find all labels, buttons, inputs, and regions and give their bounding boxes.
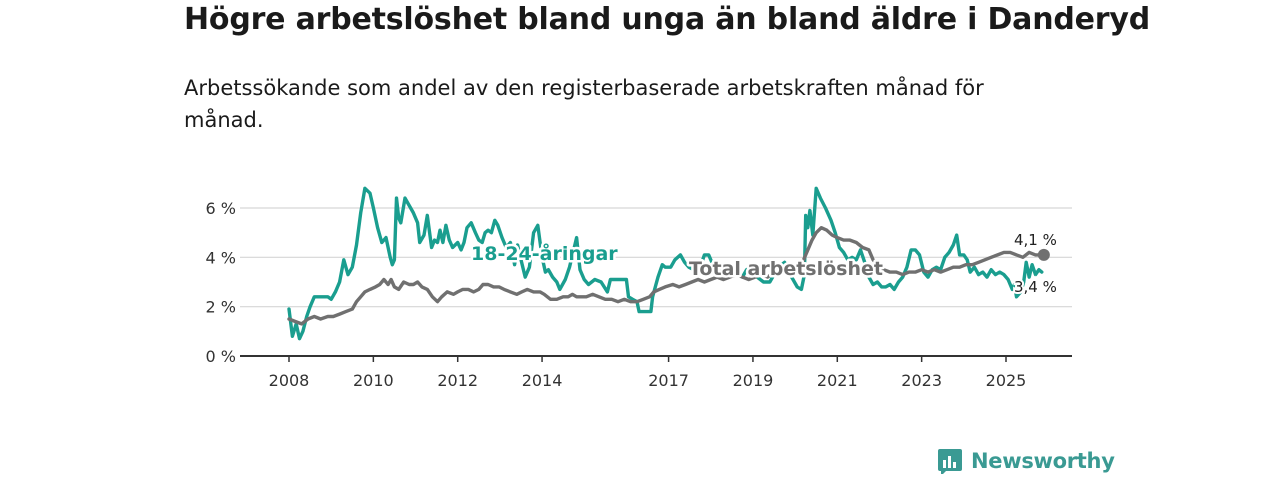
series-label-total: Total arbetslöshet <box>689 258 883 280</box>
x-tick-label: 2019 <box>733 371 774 390</box>
x-tick-label: 2010 <box>353 371 394 390</box>
gridlines <box>240 207 1072 308</box>
x-tick-label: 2014 <box>522 371 563 390</box>
series-lines <box>287 186 1044 341</box>
end-markers <box>1037 248 1050 261</box>
x-tick-label: 2023 <box>901 371 942 390</box>
series-label-youth: 18-24-åringar <box>471 241 618 265</box>
y-tick-label: 4 % <box>206 248 236 267</box>
y-tick-label: 6 % <box>206 199 236 218</box>
x-tick-label: 2012 <box>437 371 478 390</box>
brand-name: Newsworthy <box>971 449 1115 473</box>
series-line-youth <box>287 186 1044 341</box>
x-tick-label: 2025 <box>986 371 1027 390</box>
end-marker-total <box>1037 248 1050 261</box>
axes: 0 % 2 % 4 % 6 % 2008 2010 2012 2014 2017 2019 2021… <box>206 199 1072 390</box>
y-tick-label: 2 % <box>206 298 236 317</box>
labels: 18-24-åringar Total arbetslöshet 4,1 % 3,4 … <box>469 229 1059 298</box>
chart-subtitle: Arbetssökande som andel av den registerb… <box>184 76 984 132</box>
chart-title: Högre arbetslöshet bland unga än bland ä… <box>184 2 1151 37</box>
x-tick-label: 2008 <box>269 371 310 390</box>
y-tick-label: 0 % <box>206 347 236 366</box>
x-tick-label: 2021 <box>817 371 858 390</box>
series-line-total <box>287 226 1044 326</box>
brand-logo: Newsworthy <box>937 448 1115 474</box>
end-value-youth: 3,4 % <box>1014 278 1057 296</box>
end-value-total: 4,1 % <box>1014 231 1057 249</box>
newsworthy-logo-icon <box>938 449 962 474</box>
x-tick-label: 2017 <box>648 371 689 390</box>
